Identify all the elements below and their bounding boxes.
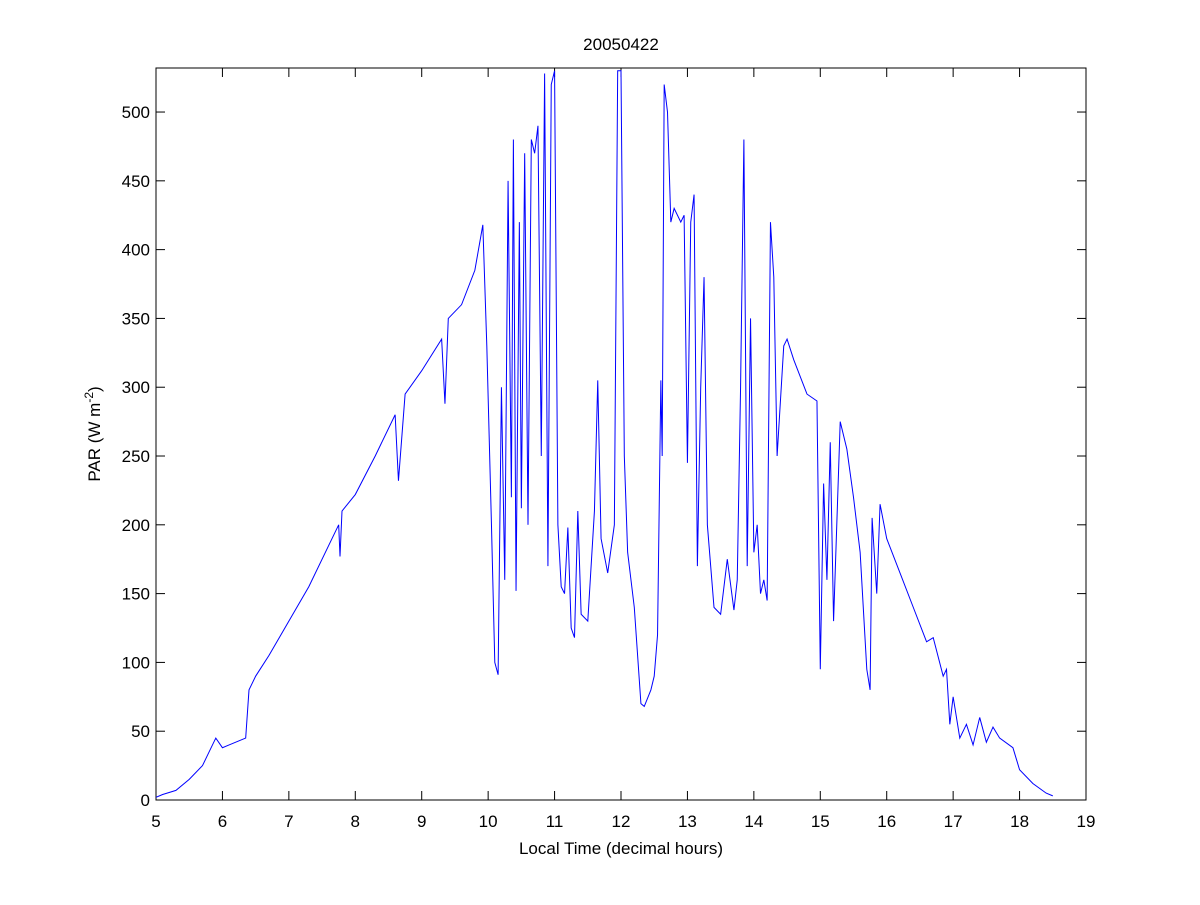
x-tick-label: 12	[612, 812, 631, 831]
y-tick-label: 450	[122, 172, 150, 191]
y-axis-label: PAR (W m-2)	[82, 386, 104, 481]
x-tick-label: 14	[744, 812, 763, 831]
x-tick-label: 8	[351, 812, 360, 831]
x-tick-label: 5	[151, 812, 160, 831]
y-tick-label: 150	[122, 585, 150, 604]
y-tick-label: 300	[122, 378, 150, 397]
y-tick-label: 100	[122, 653, 150, 672]
x-tick-label: 16	[877, 812, 896, 831]
x-tick-label: 13	[678, 812, 697, 831]
y-tick-label: 0	[141, 791, 150, 810]
x-tick-label: 19	[1077, 812, 1096, 831]
y-axis-label-text: PAR (W m	[85, 403, 104, 482]
x-axis-label: Local Time (decimal hours)	[519, 839, 723, 858]
y-tick-label: 200	[122, 516, 150, 535]
y-tick-label: 50	[131, 722, 150, 741]
x-tick-label: 17	[944, 812, 963, 831]
y-axis-label-text: )	[85, 386, 104, 392]
data-line	[156, 70, 1053, 798]
x-tick-label: 7	[284, 812, 293, 831]
y-axis-label-superscript: -2	[82, 392, 96, 403]
y-tick-label: 500	[122, 103, 150, 122]
x-tick-label: 10	[479, 812, 498, 831]
y-tick-label: 400	[122, 241, 150, 260]
plot-frame	[155, 67, 1087, 801]
x-tick-label: 15	[811, 812, 830, 831]
x-tick-label: 9	[417, 812, 426, 831]
x-tick-label: 6	[218, 812, 227, 831]
x-tick-label: 18	[1010, 812, 1029, 831]
x-tick-label: 11	[546, 812, 564, 831]
y-tick-label: 350	[122, 309, 150, 328]
y-tick-label: 250	[122, 447, 150, 466]
chart-title: 20050422	[583, 35, 659, 54]
